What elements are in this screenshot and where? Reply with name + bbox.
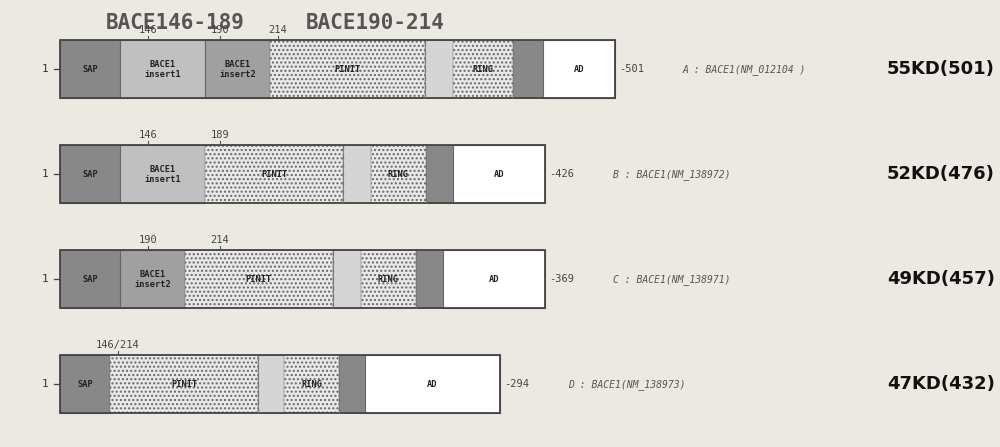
Text: AD: AD (489, 275, 499, 284)
Text: BACE1
insert1: BACE1 insert1 (144, 164, 181, 184)
Bar (60, 40, 615, 98)
Text: AD: AD (574, 65, 584, 74)
Text: A : BACE1(NM_012104 ): A : BACE1(NM_012104 ) (683, 64, 806, 75)
Text: BACE1
insert2: BACE1 insert2 (219, 59, 256, 79)
Bar (543, 40, 615, 98)
Text: 146/214: 146/214 (96, 340, 140, 350)
Bar (110, 355, 258, 413)
Bar (425, 40, 453, 98)
Text: 146: 146 (139, 130, 157, 140)
Text: 47KD(432): 47KD(432) (887, 375, 995, 393)
Text: PINIT: PINIT (261, 170, 287, 179)
Bar (120, 250, 185, 308)
Text: -294: -294 (504, 380, 529, 389)
Bar (333, 250, 361, 308)
Text: RING: RING (388, 170, 409, 179)
Text: BACE190-214: BACE190-214 (306, 13, 444, 34)
Text: 1: 1 (41, 169, 48, 179)
Bar (60, 250, 120, 308)
Text: -501: -501 (619, 64, 644, 74)
Text: 1: 1 (41, 380, 48, 389)
Text: -426: -426 (549, 169, 574, 179)
Text: 49KD(457): 49KD(457) (887, 270, 995, 288)
Text: SAP: SAP (82, 65, 98, 74)
Bar (513, 40, 543, 98)
Bar (371, 145, 426, 203)
Bar (120, 145, 205, 203)
Text: -369: -369 (549, 274, 574, 284)
Text: AD: AD (494, 170, 504, 179)
Text: RING: RING (301, 380, 322, 389)
Text: 55KD(501): 55KD(501) (887, 60, 995, 78)
Text: RING: RING (473, 65, 494, 74)
Bar (60, 250, 545, 308)
Text: C : BACE1(NM_138971): C : BACE1(NM_138971) (613, 274, 730, 285)
Bar (343, 145, 371, 203)
Text: D : BACE1(NM_138973): D : BACE1(NM_138973) (568, 379, 686, 390)
Text: 146: 146 (139, 25, 157, 35)
Text: 214: 214 (269, 25, 287, 35)
Bar (453, 145, 545, 203)
Text: 189: 189 (211, 130, 229, 140)
Text: 52KD(476): 52KD(476) (887, 165, 995, 183)
Bar (365, 355, 500, 413)
Bar (205, 40, 270, 98)
Bar (205, 145, 343, 203)
Bar (60, 40, 120, 98)
Text: PINIT: PINIT (171, 380, 197, 389)
Text: AD: AD (427, 380, 438, 389)
Bar (339, 355, 365, 413)
Text: BACE1
insert1: BACE1 insert1 (144, 59, 181, 79)
Bar (185, 250, 333, 308)
Text: 214: 214 (211, 235, 229, 245)
Text: 190: 190 (139, 235, 157, 245)
Bar (426, 145, 453, 203)
Bar (60, 355, 500, 413)
Text: BACE1
insert2: BACE1 insert2 (134, 270, 171, 289)
Bar (443, 250, 545, 308)
Text: PINIT: PINIT (246, 275, 272, 284)
Bar (60, 145, 545, 203)
Bar (284, 355, 339, 413)
Bar (258, 355, 284, 413)
Text: PINIT: PINIT (334, 65, 361, 74)
Text: 190: 190 (211, 25, 229, 35)
Bar (270, 40, 425, 98)
Text: BACE146-189: BACE146-189 (106, 13, 244, 34)
Text: SAP: SAP (82, 170, 98, 179)
Text: RING: RING (378, 275, 399, 284)
Bar (60, 355, 110, 413)
Text: B : BACE1(NM_138972): B : BACE1(NM_138972) (613, 169, 730, 180)
Bar (120, 40, 205, 98)
Bar (416, 250, 443, 308)
Text: SAP: SAP (82, 275, 98, 284)
Text: SAP: SAP (77, 380, 93, 389)
Text: 1: 1 (41, 274, 48, 284)
Bar (60, 145, 120, 203)
Bar (361, 250, 416, 308)
Bar (453, 40, 513, 98)
Text: 1: 1 (41, 64, 48, 74)
